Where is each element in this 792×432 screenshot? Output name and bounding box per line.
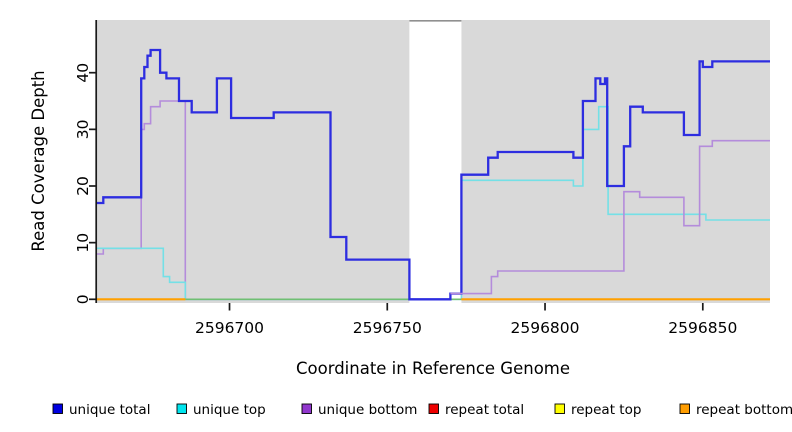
legend-swatch-repeat-bottom <box>679 403 690 414</box>
legend-label-unique-bottom: unique bottom <box>318 402 417 418</box>
tick-labels: 0 10 20 30 40 2596700 2596750 2596800 2596850 <box>74 63 737 337</box>
series-lines <box>97 48 770 301</box>
x-tick-label: 2596850 <box>668 319 737 337</box>
series-unique-top <box>97 105 770 301</box>
axes <box>89 20 704 311</box>
y-axis-title: Read Coverage Depth <box>29 70 48 251</box>
legend-swatch-unique-bottom <box>301 403 312 414</box>
x-tick-label: 2596750 <box>353 319 422 337</box>
legend-swatch-repeat-top <box>554 403 565 414</box>
legend: unique total unique top unique bottom repea… <box>52 402 792 418</box>
legend-label-repeat-bottom: repeat bottom <box>696 402 792 418</box>
legend-label-repeat-top: repeat top <box>571 402 641 418</box>
x-tick-label: 2596800 <box>510 319 579 337</box>
x-tick-label: 2596700 <box>195 319 264 337</box>
plot-panel <box>97 19 770 303</box>
x-axis-title: Coordinate in Reference Genome <box>296 359 570 378</box>
y-tick-label: 40 <box>74 63 92 83</box>
legend-label-unique-total: unique total <box>69 402 150 418</box>
legend-label-repeat-total: repeat total <box>445 402 524 418</box>
y-tick-label: 20 <box>74 176 92 196</box>
legend-swatch-unique-top <box>176 403 187 414</box>
legend-swatch-repeat-total <box>428 403 439 414</box>
legend-swatch-unique-total <box>52 403 63 414</box>
y-tick-label: 0 <box>74 294 92 304</box>
legend-label-unique-top: unique top <box>193 402 266 418</box>
y-tick-label: 30 <box>74 120 92 140</box>
coverage-gap-region <box>409 20 462 303</box>
y-tick-label: 10 <box>74 233 92 253</box>
series-unique-bottom-right <box>450 139 770 295</box>
